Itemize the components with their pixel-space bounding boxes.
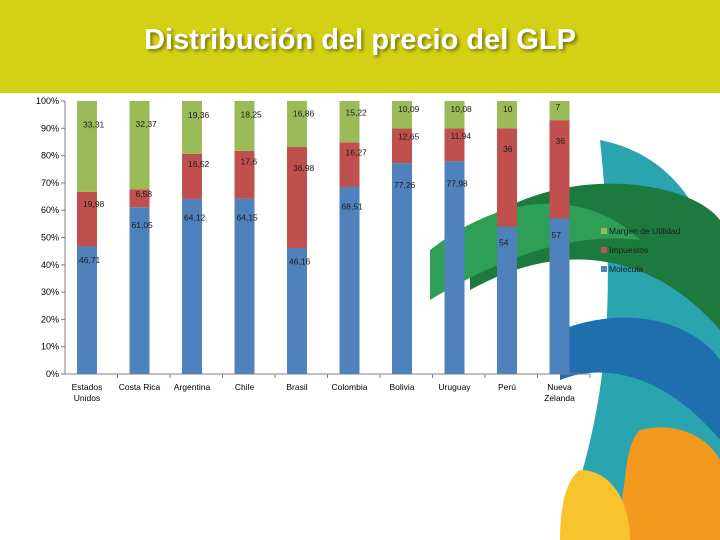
x-tick-label: Perú [498,382,516,392]
data-label: 11,94 [451,131,472,141]
data-label: 36 [503,144,513,154]
data-label: 10,08 [451,104,473,114]
bar-segment [339,186,360,374]
legend-label: Impuestos [609,245,648,255]
data-label: 64,12 [184,212,206,222]
bar-segment [129,101,150,190]
y-tick-label: 100% [36,96,59,106]
x-tick-label: Bolivia [389,382,414,392]
data-label: 19,98 [83,199,105,209]
green-swoosh [430,203,640,300]
title-bar [0,0,720,93]
data-label: 19,36 [188,110,210,120]
x-tick-label: Chile [235,382,255,392]
data-label: 16,52 [188,159,210,169]
data-label: 57 [552,230,562,240]
data-label: 33,31 [83,120,105,130]
y-tick-label: 10% [41,342,59,352]
data-label: 10 [503,104,513,114]
bar-segment [234,101,255,151]
bar-segment [287,247,307,374]
bar-segment [339,101,360,143]
bar-segment [182,101,202,154]
bar-segment [444,161,465,374]
data-label: 32,37 [136,119,158,129]
data-label: 36,98 [293,163,315,173]
data-label: 6,58 [136,189,153,199]
y-tick-label: 20% [41,314,59,324]
y-tick-label: 0% [46,369,59,379]
data-label: 15,22 [346,107,368,117]
data-label: 7 [556,102,561,112]
bar-segment [549,101,570,121]
legend-swatch [601,266,607,272]
data-label: 16,27 [346,147,368,157]
bar-segment [234,198,255,374]
data-label: 68,51 [342,202,364,212]
bar-segment [77,101,97,192]
legend-label: Margen de Utilidad [609,226,681,236]
y-tick-label: 80% [41,151,59,161]
y-tick-label: 60% [41,205,59,215]
legend-swatch [601,228,607,234]
y-tick-label: 40% [41,260,59,270]
bar-segment [234,150,255,199]
blue-swoosh [560,317,720,440]
y-tick-label: 30% [41,287,59,297]
bar-segment [444,128,465,162]
data-label: 46,16 [289,257,311,267]
bar-segment [129,189,150,208]
data-label: 12,65 [398,131,420,141]
axis-layer: 0% 10% 20% 30% 40% 50% 60% 70% 80% 90% 100% Estados… [36,96,591,403]
slide-title: Distribución del precio del GLP [144,24,576,56]
bar-segment [392,101,412,129]
legend-swatch [601,247,607,253]
data-label: 77,98 [447,178,469,188]
x-tick-label: Argentina [174,382,211,392]
data-label: 54 [499,237,509,247]
data-label: 46,71 [79,255,101,265]
data-label: 17,6 [241,156,258,166]
bar-segment [549,120,570,219]
y-tick-label: 70% [41,178,59,188]
x-tick-label: Costa Rica [119,382,161,392]
data-label: 18,25 [241,109,263,119]
bar-segment [287,147,307,248]
bar-segment [497,101,517,129]
bar-segment [287,101,307,148]
data-label: 10,09 [398,104,420,114]
legend: Margen de Utilidad Impuestos Molecula [601,226,681,274]
x-tick-label: Uruguay [438,382,471,392]
bar-layer [77,101,570,374]
bar-segment [497,128,517,227]
bar-segment [77,191,97,247]
y-tick-label: 90% [41,123,59,133]
x-tick-label: Brasil [286,382,307,392]
x-tick-label: Estados Unidos [72,382,103,403]
bar-segment [497,226,517,374]
bar-segment [77,246,97,374]
data-label: 64,15 [237,212,259,222]
bar-segment [182,153,202,199]
orange-swoosh [610,427,720,540]
bar-segment [392,163,412,374]
bar-segment [129,207,150,374]
bar-segment [549,218,570,374]
data-label: 16,86 [293,109,315,119]
data-label: 36 [556,136,566,146]
yellow-swoosh [560,470,630,540]
bar-segment [444,101,465,129]
bar-segment [392,128,412,164]
legend-label: Molecula [609,264,643,274]
bar-segment [339,142,360,187]
data-label: 61,05 [132,220,154,230]
bar-segment [182,198,202,374]
data-label-layer: 46,71 19,98 33,31 61,05 6,58 32,37 64,12 16,52 1… [79,102,565,267]
data-label: 77,26 [394,180,416,190]
x-tick-label: Nueva Zelanda [544,382,575,403]
y-tick-label: 50% [41,233,59,243]
x-tick-label: Colombia [332,382,368,392]
